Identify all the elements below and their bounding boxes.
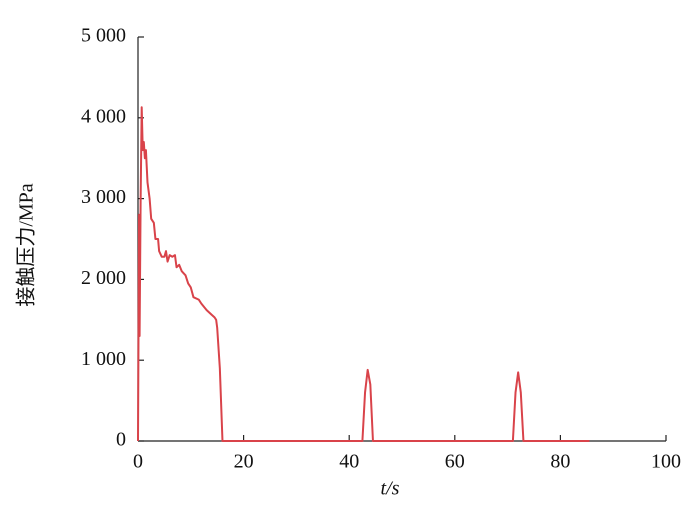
x-tick-label: 60 [445, 451, 465, 473]
y-tick-label: 5 000 [81, 25, 126, 47]
x-tick-label: 40 [339, 451, 359, 473]
x-tick-label: 100 [651, 451, 681, 473]
y-tick-label: 2 000 [81, 267, 126, 289]
y-tick-label: 4 000 [81, 105, 126, 127]
line-series [137, 106, 590, 442]
y-tick-label: 0 [116, 429, 126, 451]
x-tick-label: 20 [234, 451, 254, 473]
y-tick-label: 1 000 [81, 348, 126, 370]
x-axis-label: t/s [381, 478, 400, 500]
y-tick-label: 3 000 [81, 186, 126, 208]
x-tick-label: 0 [133, 451, 143, 473]
y-axis-label: 接触压力/MPa [15, 183, 38, 306]
x-tick-label: 80 [550, 451, 570, 473]
